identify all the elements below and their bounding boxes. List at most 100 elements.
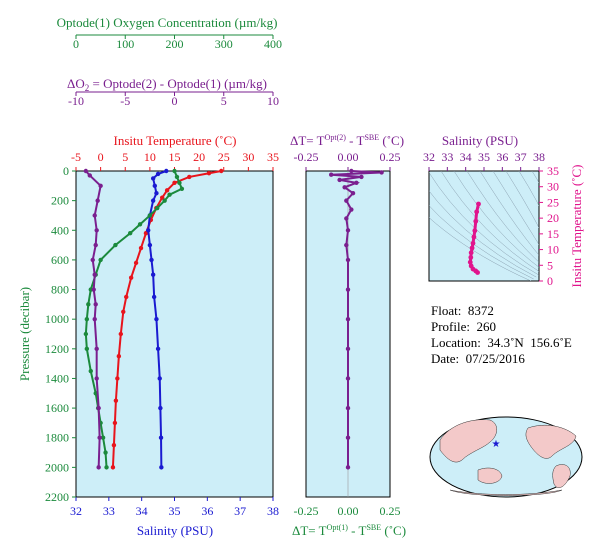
profile-temperature-point [172, 180, 177, 186]
ts-salinity-tick-label: 34 [460, 150, 472, 164]
profile-delta_o2-point [92, 272, 97, 277]
map-land-north-america [525, 425, 577, 459]
pressure-tick-label: 1000 [45, 312, 69, 326]
delta-t-delta_t_top-point [345, 435, 351, 440]
profile-oxygen-point [179, 186, 185, 191]
ts-temperature-axis-label: Insitu Temperature (˚C) [569, 164, 584, 287]
profile-temperature-point [159, 195, 165, 200]
delta-t-top-label: ΔT= TOpt(2) - TSBE (˚C) [290, 133, 404, 148]
profile-salinity-point [154, 316, 159, 322]
profile-temperature-point [187, 174, 192, 180]
ts-salinity-axis-label: Salinity (PSU) [442, 133, 518, 148]
profile-salinity-point [146, 228, 151, 233]
delta-o2-tick-label: -10 [68, 94, 84, 108]
delta-o2-tick-label: 10 [267, 94, 279, 108]
salinity-tick-label: 32 [70, 504, 82, 518]
ts-temperature-tick-label: 10 [547, 243, 559, 257]
delta-t-delta_t_top-point [350, 191, 356, 196]
profile-oxygen-point [84, 346, 90, 352]
profile-oxygen-point [86, 302, 91, 307]
salinity-tick-label: 33 [103, 504, 115, 518]
ts-density-contour [429, 205, 534, 280]
salinity-tick-label: 35 [169, 504, 181, 518]
delta-o2-axis: ΔO2 = Optode(2) - Optode(1) (µm/kg) -10 -… [67, 76, 279, 108]
profile-salinity-point [159, 465, 164, 470]
temperature-tick-label: 10 [144, 150, 156, 164]
profile-salinity-point [158, 435, 164, 440]
ts-temperature-tick-label: 20 [547, 211, 559, 225]
ts-profile-point [467, 259, 473, 265]
profile-delta_o2-point [97, 435, 102, 440]
profile-salinity-point [150, 272, 156, 277]
ts-temperature-tick-label: 5 [547, 258, 553, 272]
delta-t-delta_t_top-point [354, 180, 359, 186]
temperature-tick-label: 30 [242, 150, 254, 164]
ts-density-contour [492, 171, 539, 246]
delta-t-top-tick-label: 0.00 [338, 150, 359, 164]
profile-temperature-point [121, 309, 126, 314]
profile-temperature-point [124, 294, 129, 300]
float-location-marker: ★ [492, 439, 501, 450]
ts-profile-point [476, 201, 481, 207]
delta-t-delta_t_top-point [345, 316, 351, 322]
profile-delta_o2-point [93, 302, 98, 307]
salinity-tick-label: 38 [267, 504, 279, 518]
ts-salinity-tick-label: 36 [496, 150, 508, 164]
profile-delta_o2-point [90, 257, 95, 263]
temperature-axis-label: Insitu Temperature (˚C) [113, 133, 236, 148]
temperature-tick-label: 20 [193, 150, 205, 164]
pressure-tick-label: 600 [51, 253, 69, 267]
delta-o2-axis-label: ΔO2 = Optode(2) - Optode(1) (µm/kg) [67, 76, 267, 93]
ts-temperature-tick-label: 15 [547, 227, 559, 241]
profile-temperature-point [116, 354, 122, 359]
salinity-tick-label: 34 [136, 504, 148, 518]
profile-oxygen-point [113, 242, 118, 248]
float-id: Float: 8372 [431, 303, 494, 318]
delta-o2-tick-label: -5 [120, 94, 130, 108]
temperature-tick-label: 35 [267, 150, 279, 164]
pressure-tick-label: 0 [63, 164, 69, 178]
profile-oxygen-point [167, 192, 172, 197]
profile-temperature-point [219, 168, 224, 174]
delta-t-delta_t_top-point [345, 405, 351, 411]
ts-density-contour [466, 171, 539, 263]
ts-density-contour [440, 171, 539, 272]
delta-t-delta_t_top-point [344, 198, 349, 203]
salinity-axis-label: Salinity (PSU) [137, 523, 213, 538]
profile-oxygen-point [162, 198, 167, 203]
profile-delta_o2-point [96, 405, 101, 411]
salinity-tick-label: 36 [201, 504, 213, 518]
delta-t-plot: ΔT= TOpt(2) - TSBE (˚C) -0.25 0.00 0.25 -0.… [290, 133, 406, 538]
ts-temperature-tick-label: 35 [547, 164, 559, 178]
delta-t-bottom-tick-label: 0.25 [380, 504, 401, 518]
profile-delta_o2-point [92, 316, 97, 322]
delta-t-delta_t_top-point [345, 257, 351, 263]
pressure-tick-label: 2000 [45, 460, 69, 474]
profile-delta_o2-point [92, 213, 97, 218]
delta-t-delta_t_top-point [345, 287, 351, 292]
delta-t-delta_t_top-point [342, 185, 347, 190]
pressure-tick-label: 1600 [45, 401, 69, 415]
profile-oxygen-point [83, 331, 89, 337]
profile-salinity-point [158, 405, 163, 411]
ts-salinity-tick-label: 35 [478, 150, 490, 164]
profile-delta_o2-point [96, 465, 101, 470]
profile-oxygen-point [177, 180, 182, 186]
delta-t-bottom-tick-label: -0.25 [294, 504, 319, 518]
profile-temperature-point [118, 331, 124, 337]
profile-salinity-point [164, 168, 169, 174]
profile-oxygen-point [88, 368, 93, 374]
ts-density-contour [505, 171, 539, 229]
salinity-tick-label: 37 [234, 504, 246, 518]
temperature-tick-label: 0 [98, 150, 104, 164]
oxygen-tick-label: 0 [73, 37, 79, 51]
ts-density-contour [453, 171, 539, 268]
oxygen-tick-label: 100 [116, 37, 134, 51]
delta-t-top-tick-label: -0.25 [294, 150, 319, 164]
profile-delta_o2-point [94, 376, 99, 381]
profile-delta_o2-point [95, 198, 100, 203]
pressure-tick-label: 400 [51, 223, 69, 237]
ts-profile-point [474, 209, 480, 215]
ts-profile-point [468, 255, 474, 260]
profile-temperature-point [206, 171, 212, 176]
